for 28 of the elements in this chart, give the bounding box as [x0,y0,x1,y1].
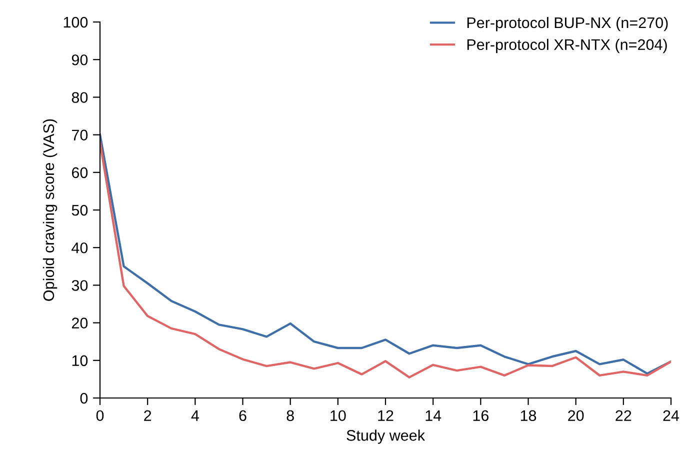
y-tick-label: 90 [72,54,88,66]
y-tick-label: 80 [72,92,88,103]
x-tick-label: 14 [426,410,442,421]
y-tick-label: 10 [72,355,88,366]
x-tick-label: 18 [520,410,536,422]
x-tick-label: 24 [663,410,680,421]
y-tick-label: 50 [72,204,88,216]
x-tick-label: 4 [191,410,199,421]
x-tick-label: 16 [473,410,488,422]
y-axis-title: Opioid craving score (VAS) [42,119,58,301]
y-tick-label: 100 [64,16,88,28]
x-tick-label: 10 [330,410,346,422]
x-tick-label: 8 [286,410,294,422]
y-tick-label: 60 [72,167,88,178]
x-tick-label: 6 [239,410,246,422]
y-tick-label: 70 [72,130,88,140]
x-tick-label: 0 [96,410,104,422]
x-tick-label: 2 [144,410,152,421]
x-tick-label: 12 [378,410,394,421]
legend-label: Per-protocol XR-NTX (n=204) [467,38,667,54]
x-tick-label: 22 [616,410,632,421]
legend-label: Per-protocol BUP-NX (n=270) [467,16,668,32]
x-tick-label: 20 [568,410,584,422]
y-tick-label: 0 [80,392,88,404]
x-axis-title: Study week [346,430,426,444]
y-tick-label: 30 [72,280,88,291]
y-tick-label: 40 [72,242,88,254]
y-tick-label: 20 [72,318,88,328]
